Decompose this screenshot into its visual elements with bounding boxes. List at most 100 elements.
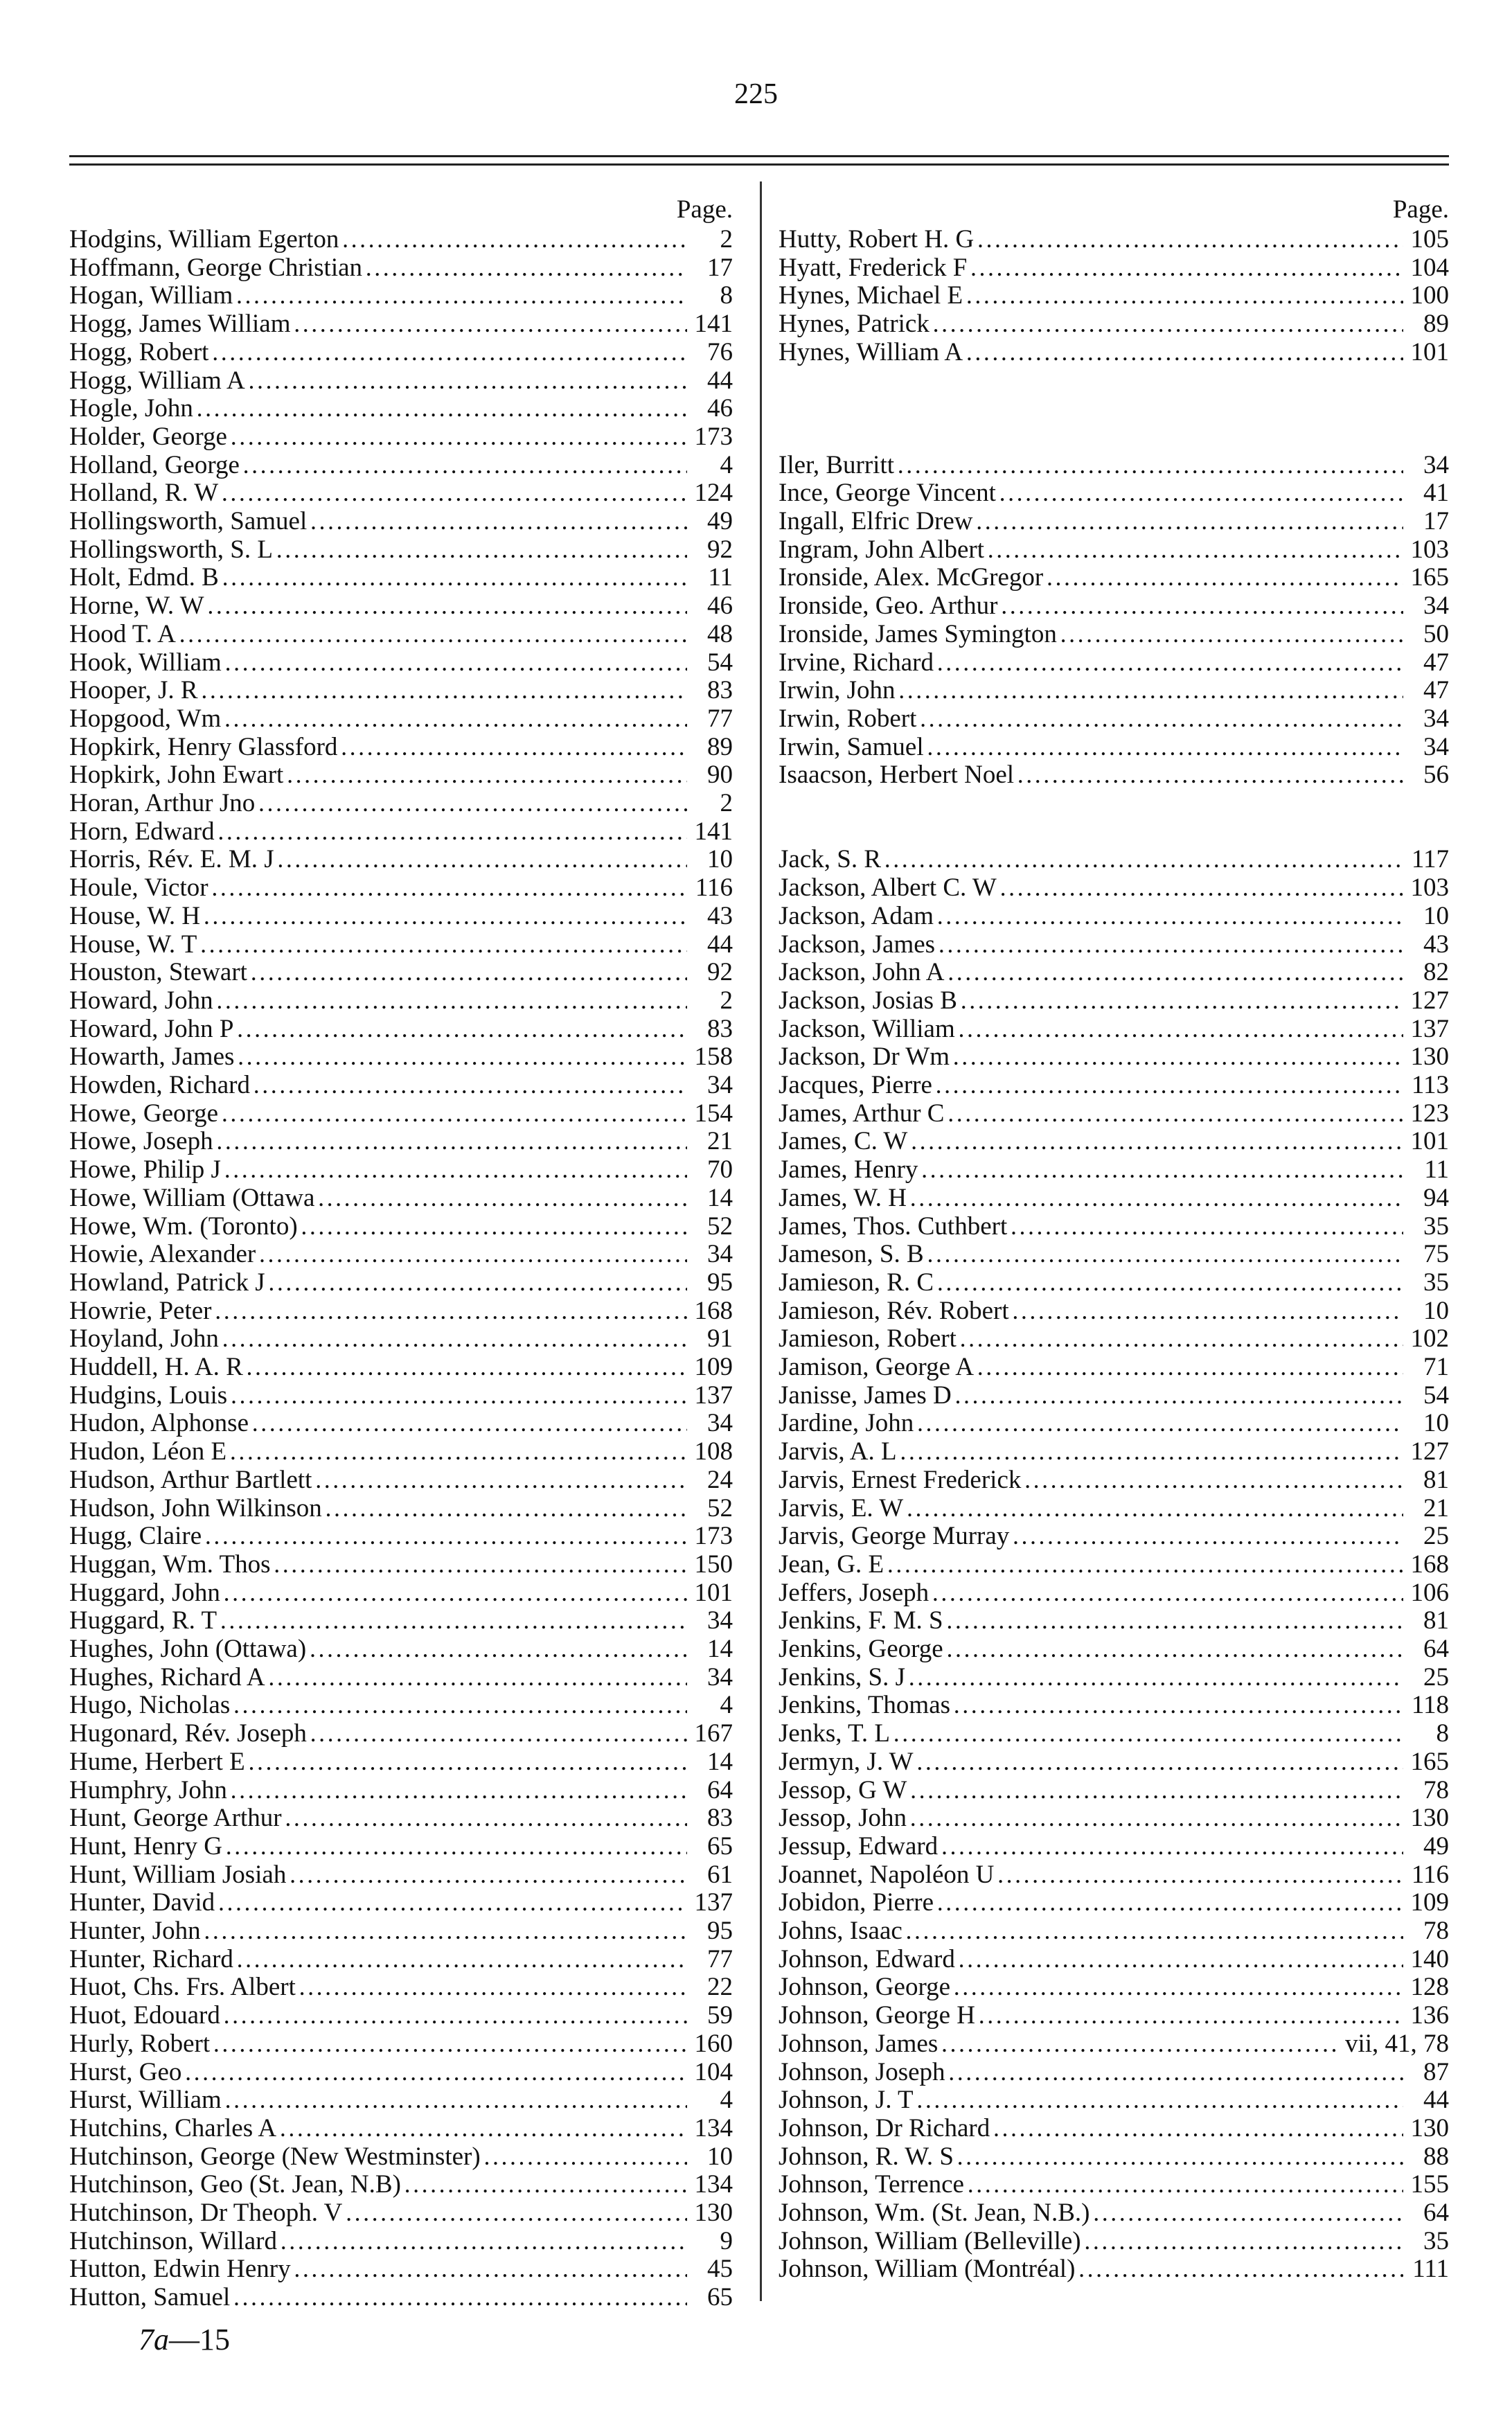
entry-page: 165 (1410, 1747, 1450, 1776)
entry-page: 2 (720, 789, 733, 817)
entry-name: Jamieson, R. C (779, 1268, 934, 1297)
entry-page: 168 (694, 1296, 733, 1325)
index-entry: Johnson, George 128 (779, 1973, 1449, 2002)
dot-leader (316, 1468, 687, 1496)
entry-page: 92 (707, 958, 733, 987)
entry-page: 14 (707, 1635, 733, 1663)
dot-leader (206, 1525, 687, 1552)
index-entry: Hollingsworth, S. L 92 (69, 535, 733, 565)
entry-page: 89 (707, 732, 733, 761)
index-entry: Hogle, John 46 (69, 395, 733, 423)
dot-leader (205, 1919, 687, 1947)
index-entry: Hunter, David 137 (69, 1889, 733, 1917)
entry-page: 47 (1423, 648, 1449, 677)
entry-name: Houston, Stewart (69, 958, 247, 987)
entry-page: 95 (707, 1917, 733, 1945)
index-entry: Johnson, J. T 44 (779, 2086, 1449, 2115)
dot-leader (249, 1750, 687, 1778)
dot-leader (942, 2032, 1341, 2060)
entry-name: House, W. H (69, 901, 201, 930)
entry-page: 165 (1410, 563, 1450, 592)
entry-name: Johnson, George (779, 1973, 951, 2002)
entry-name: Johnson, William (Belleville) (779, 2226, 1081, 2255)
index-entry: Holder, George 173 (69, 423, 733, 452)
index-entry: Johnson, William (Montréal) 111 (779, 2255, 1449, 2284)
entry-name: Hopkirk, John Ewart (69, 761, 284, 790)
index-entry: Jenks, T. L 8 (779, 1720, 1449, 1748)
column-divider (760, 181, 762, 2301)
index-entry: Howard, John 2 (69, 986, 733, 1015)
entry-page: 94 (1423, 1183, 1449, 1212)
entry-page: 130 (1410, 1042, 1450, 1072)
entry-name: Hudson, Arthur Bartlett (69, 1465, 312, 1494)
dot-leader (967, 341, 1403, 369)
index-entry: Hogg, James William 141 (69, 310, 733, 339)
index-entry: Irwin, John 47 (779, 677, 1449, 705)
entry-name: Hooper, J. R (69, 676, 198, 705)
entry-name: Jenkins, Thomas (779, 1691, 951, 1720)
entry-page: 173 (694, 422, 733, 451)
entry-name: Johnson, James (779, 2029, 939, 2058)
index-entry: Hogg, Robert 76 (69, 338, 733, 367)
dot-leader (231, 1440, 687, 1468)
entry-name: Horris, Rév. E. M. J (69, 845, 274, 874)
entry-page: 81 (1423, 1465, 1449, 1494)
entry-name: Hunt, William Josiah (69, 1860, 287, 1889)
index-entry: Hopkirk, Henry Glassford 89 (69, 732, 733, 762)
index-entry: Howe, George 154 (69, 1099, 733, 1128)
entry-page: 48 (707, 619, 733, 648)
entry-name: Jackson, Adam (779, 901, 934, 930)
entry-page: 34 (707, 1240, 733, 1269)
entry-page: 34 (707, 1606, 733, 1635)
dot-leader (295, 312, 688, 340)
dot-leader (907, 1497, 1403, 1525)
dot-leader (259, 792, 687, 819)
dot-leader (219, 820, 687, 848)
index-entry: Huot, Chs. Frs. Albert 22 (69, 1973, 733, 2002)
entry-name: Huggard, R. T (69, 1606, 217, 1635)
entry-name: Hollingsworth, Samuel (69, 507, 308, 535)
dot-leader (197, 397, 687, 425)
index-entry: Hudon, Léon E 108 (69, 1438, 733, 1466)
entry-name: Irwin, John (779, 676, 896, 705)
entry-name: Irwin, Robert (779, 704, 917, 733)
entry-name: Howarth, James (69, 1042, 235, 1072)
index-entry: Hynes, Patrick 89 (779, 310, 1449, 339)
dot-leader (979, 2004, 1403, 2032)
dot-leader (928, 736, 1403, 763)
entry-name: Janisse, James D (779, 1381, 952, 1410)
entry-page: 44 (707, 366, 733, 395)
dot-leader (909, 1666, 1403, 1694)
entry-name: Hopkirk, Henry Glassford (69, 732, 338, 761)
entry-name: James, W. H (779, 1183, 907, 1212)
dot-leader (907, 1919, 1403, 1947)
index-entry: Howie, Alexander 34 (69, 1241, 733, 1269)
index-entry: Hook, William 54 (69, 648, 733, 677)
index-entry: Hutchinson, Geo (St. Jean, N.B) 134 (69, 2171, 733, 2199)
dot-leader (978, 1356, 1403, 1383)
dot-leader (238, 1045, 687, 1073)
entry-page: 9 (720, 2226, 733, 2255)
index-entry: Ingall, Elfric Drew 17 (779, 508, 1449, 536)
entry-page: 10 (707, 2142, 733, 2171)
index-entry: Hopgood, Wm 77 (69, 704, 733, 734)
entry-name: House, W. T (69, 930, 197, 959)
dot-leader (260, 1243, 687, 1270)
entry-page: 45 (707, 2255, 733, 2284)
entry-name: Hyatt, Frederick F (779, 253, 968, 282)
dot-leader (950, 2061, 1403, 2088)
entry-page: 127 (1410, 986, 1450, 1015)
index-entry: Jamieson, R. C 35 (779, 1268, 1449, 1297)
entry-page: 46 (707, 592, 733, 621)
index-entry: Hunt, Henry G 65 (69, 1832, 733, 1861)
index-entry: Hughes, John (Ottawa) 14 (69, 1635, 733, 1664)
index-entry: Hunt, William Josiah 61 (69, 1861, 733, 1890)
index-entry: Jessop, G W 78 (779, 1776, 1449, 1805)
entry-name: Jean, G. E (779, 1550, 884, 1579)
entry-name: Hook, William (69, 648, 222, 677)
entry-name: Holland, R. W (69, 479, 219, 508)
header-rule-top (69, 155, 1449, 157)
entry-name: Ingram, John Albert (779, 535, 984, 564)
entry-page: 83 (707, 1804, 733, 1833)
entry-page: 35 (1423, 1268, 1449, 1297)
